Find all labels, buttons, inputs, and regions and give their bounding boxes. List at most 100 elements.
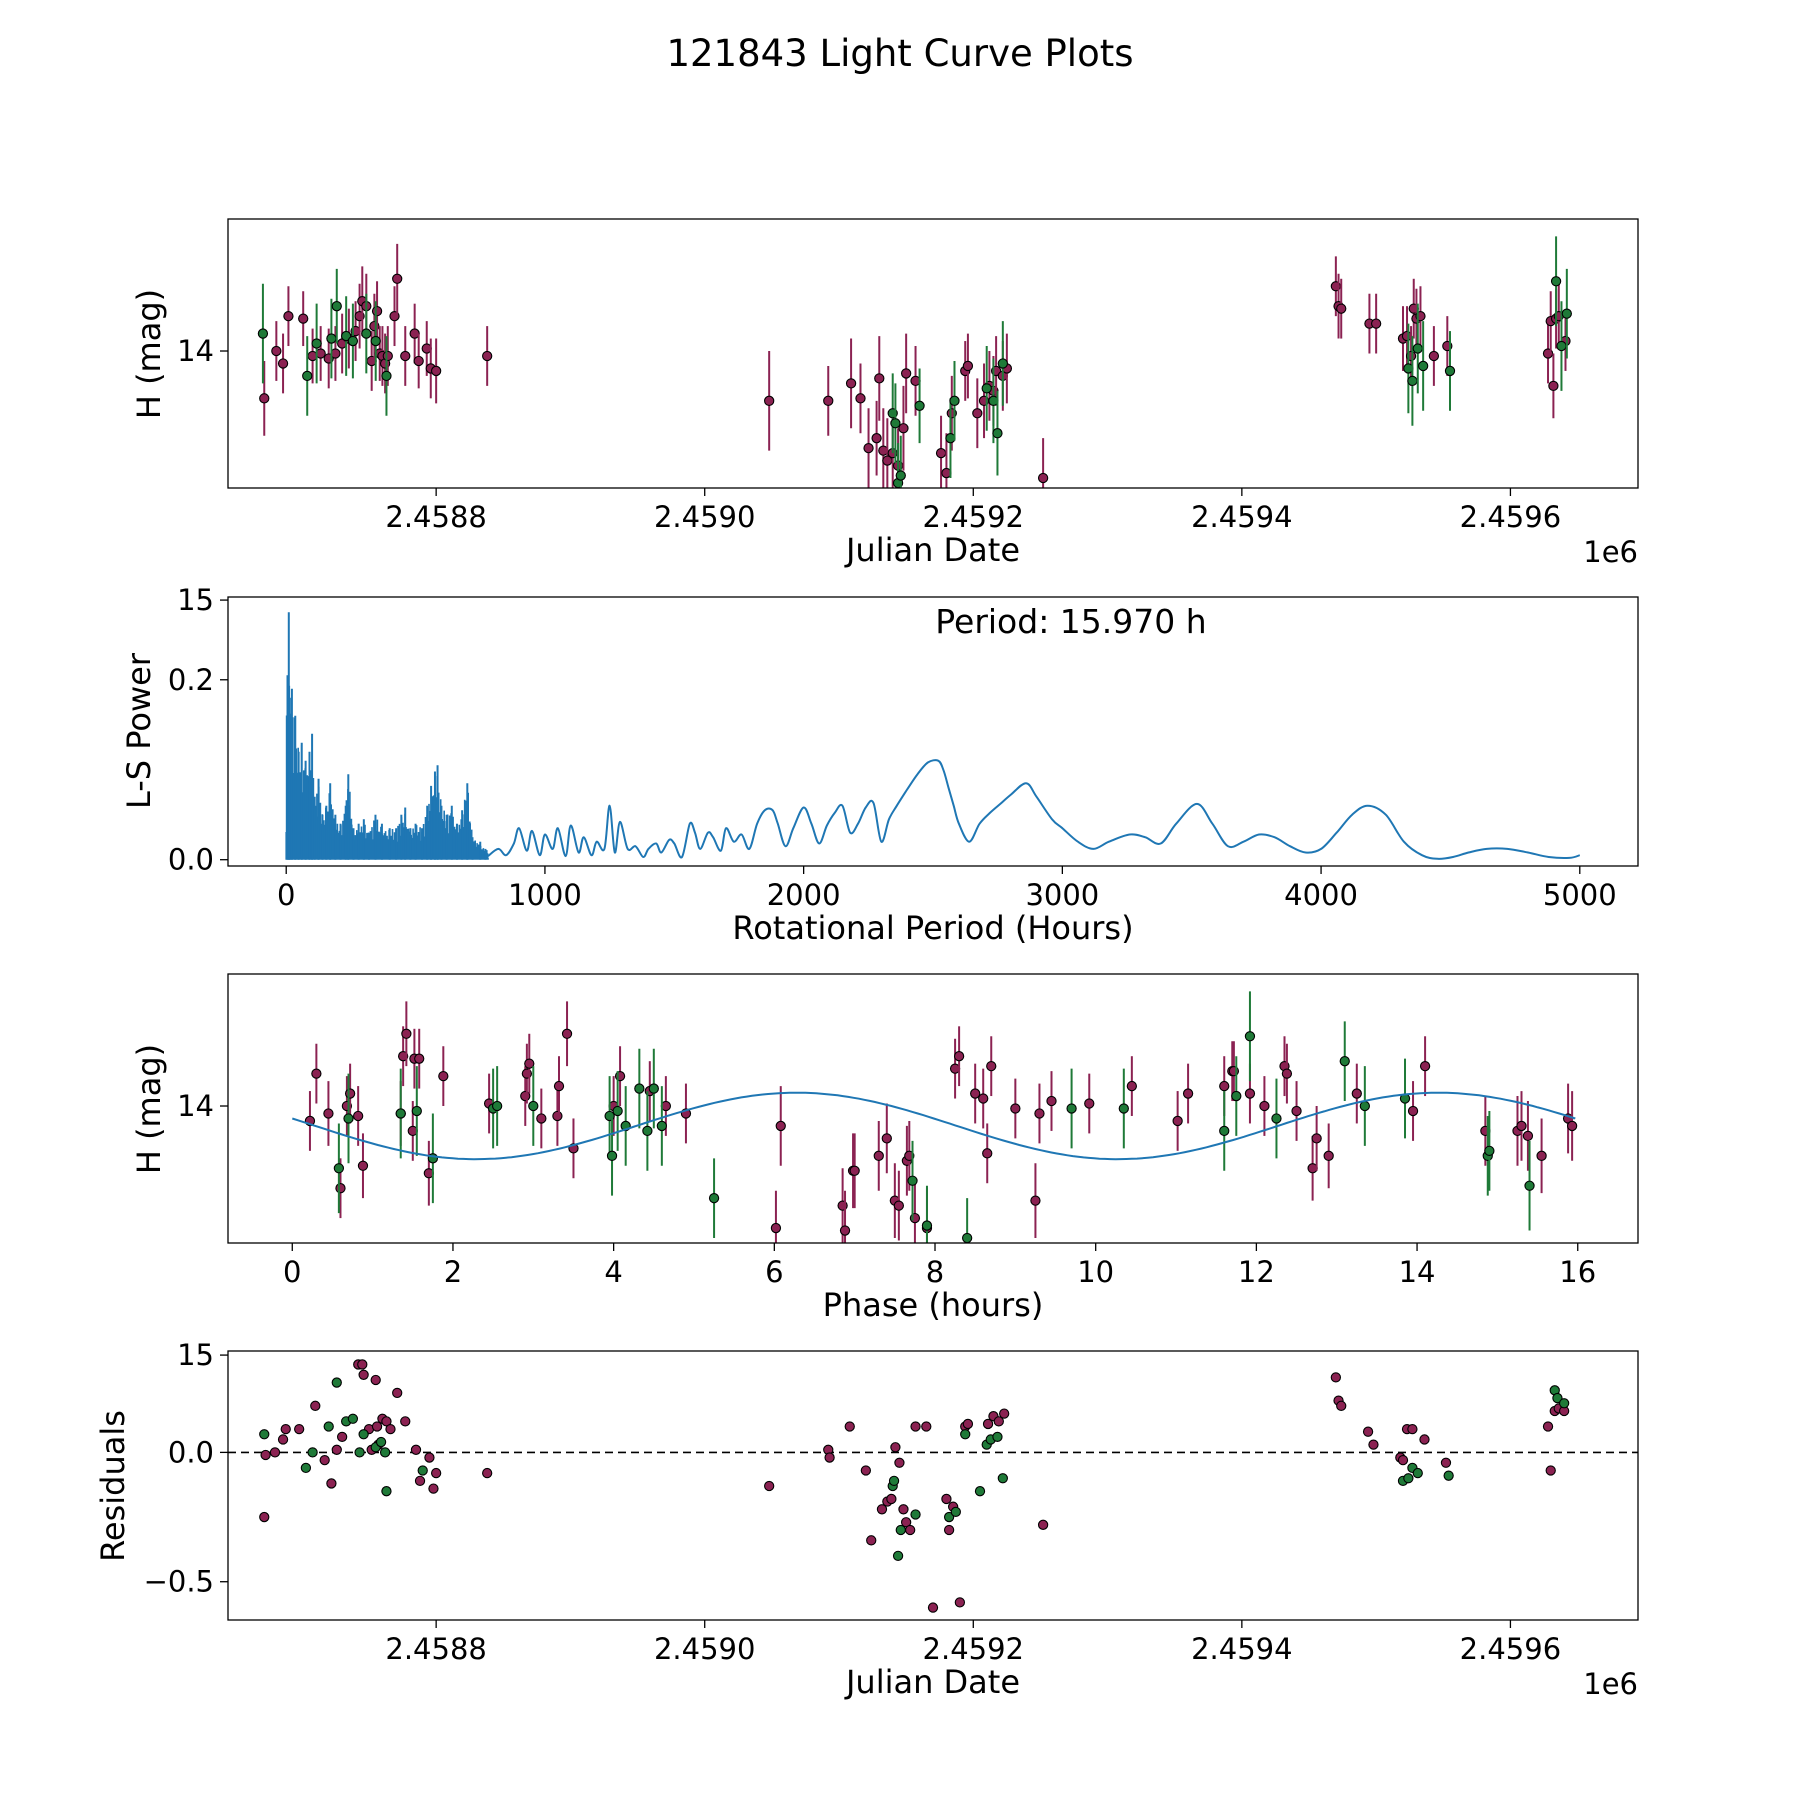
- phased-point-green: [708, 1193, 720, 1204]
- phased-point-red: [401, 1028, 412, 1039]
- residuals-point-red: [993, 1416, 1004, 1427]
- phased-point-red: [357, 1160, 369, 1171]
- lightcurve-point-red: [1548, 380, 1559, 392]
- lightcurve-point-red: [382, 350, 393, 362]
- residuals-point-green: [888, 1475, 900, 1486]
- phased-xtick-label: 4: [604, 1255, 622, 1289]
- period-annotation: Period: 15.970 h: [935, 602, 1206, 641]
- lightcurve-point-green: [992, 428, 1003, 439]
- residuals-point-red: [1419, 1434, 1430, 1445]
- residuals-plot-area: [228, 1359, 1638, 1613]
- residuals-point-red: [898, 1504, 909, 1515]
- residuals-point-red: [358, 1369, 369, 1380]
- lightcurve-xtick-label: 2.4592: [923, 500, 1024, 534]
- phased-ytick-label: 14: [177, 1089, 214, 1123]
- residuals-point-red: [392, 1387, 403, 1399]
- residuals-point-red: [310, 1400, 321, 1411]
- phased-point-red: [1259, 1100, 1270, 1112]
- phased-point-red: [1281, 1068, 1293, 1079]
- lightcurve-point-red: [972, 408, 983, 419]
- phased-point-green: [1484, 1145, 1495, 1156]
- phased-point-red: [1516, 1120, 1527, 1132]
- phased-point-red: [893, 1200, 905, 1211]
- residuals-point-red: [260, 1449, 271, 1461]
- residuals-point-red: [910, 1421, 921, 1432]
- residuals-offset-text: 1e6: [1583, 1667, 1638, 1701]
- lightcurve-point-red: [823, 395, 834, 406]
- lightcurve-point-red: [871, 433, 882, 444]
- lightcurve-xtick-label: 2.4588: [385, 500, 486, 534]
- phased-point-red: [1030, 1195, 1041, 1206]
- periodogram-xtick-label: 2000: [767, 878, 841, 912]
- residuals-point-red: [886, 1493, 897, 1505]
- periodogram-ylabel: L-S Power: [120, 652, 158, 809]
- phased-point-red: [524, 1058, 535, 1069]
- residuals-point-green: [347, 1413, 359, 1424]
- lightcurve-point-green: [326, 333, 337, 344]
- residuals-point-green: [417, 1465, 428, 1476]
- lightcurve-point-red: [389, 310, 400, 322]
- lightcurve-ylabel: H (mag): [130, 289, 168, 419]
- residuals-point-green: [358, 1429, 369, 1440]
- residuals-point-red: [876, 1504, 888, 1515]
- lightcurve-point-green: [1550, 276, 1562, 287]
- residuals-xtick-label: 2.4596: [1460, 1632, 1561, 1666]
- lightcurve-point-green: [1417, 360, 1429, 372]
- residuals-point-red: [1336, 1400, 1347, 1411]
- lightcurve-point-red: [874, 373, 885, 384]
- residuals-point-red: [326, 1478, 337, 1489]
- lightcurve-panel: Julian Date H (mag) 1e6 2.4588 2.4590 2.45…: [130, 218, 1639, 617]
- residuals-point-red: [764, 1480, 775, 1492]
- phased-xtick-label: 0: [283, 1255, 301, 1289]
- lightcurve-point-green: [1556, 340, 1567, 352]
- lightcurve-point-red: [1037, 472, 1049, 484]
- lightcurve-ytick-label: 14: [177, 334, 214, 368]
- residuals-point-green: [1412, 1467, 1423, 1479]
- residuals-point-red: [866, 1535, 877, 1546]
- phased-point-red: [873, 1150, 884, 1161]
- lightcurve-point-green: [1412, 343, 1423, 354]
- residuals-point-red: [943, 1524, 955, 1536]
- residuals-point-green: [1552, 1392, 1563, 1404]
- residuals-point-red: [400, 1416, 411, 1427]
- lightcurve-point-green: [1561, 308, 1572, 319]
- phased-point-red: [1522, 1130, 1534, 1142]
- periodogram-xtick-label: 3000: [1025, 878, 1099, 912]
- lightcurve-point-red: [1336, 303, 1347, 314]
- lightcurve-point-red: [845, 378, 857, 389]
- phased-xtick-label: 10: [1077, 1255, 1114, 1289]
- residuals-panel: Julian Date Residuals 1e6 2.4588 2.4590 2.…: [94, 1350, 1639, 1701]
- residuals-point-green: [992, 1431, 1003, 1443]
- phased-point-green: [1339, 1056, 1350, 1067]
- residuals-xtick-label: 2.4592: [923, 1632, 1024, 1666]
- residuals-xlabel: Julian Date: [844, 1663, 1020, 1701]
- residuals-point-red: [1545, 1465, 1556, 1476]
- residuals-point-red: [1542, 1421, 1554, 1432]
- lightcurve-point-red: [283, 310, 294, 322]
- residuals-point-green: [950, 1506, 961, 1518]
- lightcurve-point-green: [341, 330, 352, 342]
- residuals-point-green: [375, 1436, 387, 1448]
- residuals-point-green: [943, 1511, 955, 1523]
- residuals-point-red: [1440, 1457, 1452, 1468]
- lightcurve-xtick-label: 2.4596: [1460, 500, 1561, 534]
- lightcurve-point-red: [413, 355, 424, 367]
- phased-xtick-label: 8: [926, 1255, 944, 1289]
- lightcurve-point-red: [1370, 318, 1382, 329]
- phased-point-red: [1219, 1080, 1230, 1092]
- lightcurve-point-green: [890, 418, 901, 429]
- phased-point-green: [395, 1108, 406, 1119]
- residuals-point-red: [982, 1418, 994, 1430]
- residuals-point-red: [824, 1452, 835, 1463]
- lightcurve-point-green: [311, 338, 322, 349]
- residuals-point-green: [974, 1486, 986, 1497]
- phased-point-green: [1118, 1103, 1129, 1114]
- lightcurve-point-green: [895, 470, 906, 481]
- lightcurve-ytick-label: 15: [177, 583, 214, 617]
- residuals-ytick-label: −0.5: [144, 1565, 214, 1599]
- periodogram-xlabel: Rotational Period (Hours): [732, 909, 1133, 947]
- residuals-point-green: [1558, 1398, 1570, 1409]
- phased-point-red: [849, 1165, 860, 1176]
- phased-point-red: [1407, 1105, 1419, 1117]
- residuals-point-red: [269, 1447, 281, 1458]
